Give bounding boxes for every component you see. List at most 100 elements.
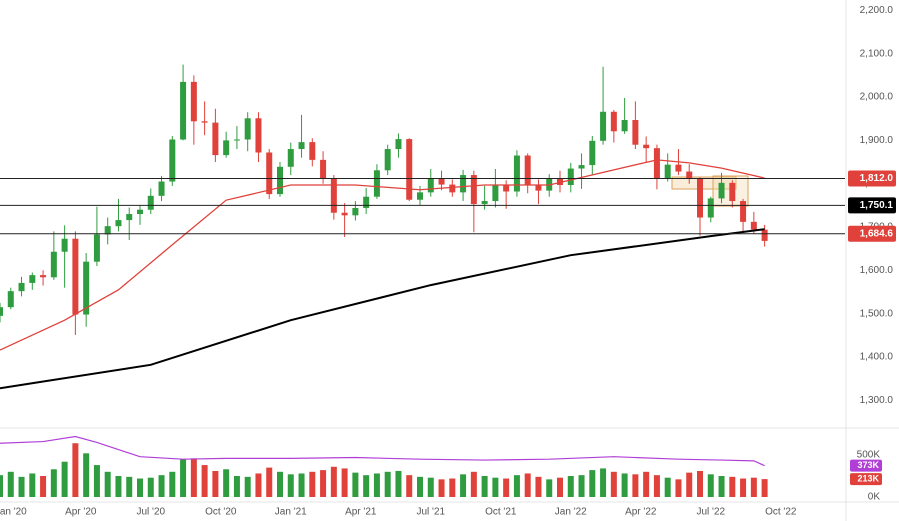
volume-bar bbox=[653, 475, 660, 497]
y-tick-label: 2,100.0 bbox=[860, 48, 894, 59]
volume-bar bbox=[664, 477, 671, 497]
candle-body bbox=[503, 185, 510, 192]
volume-bar bbox=[427, 477, 434, 497]
volume-bar bbox=[589, 470, 596, 497]
level-label: 1,684.6 bbox=[860, 228, 894, 239]
candle-body bbox=[761, 229, 768, 241]
candle-body bbox=[729, 182, 736, 202]
candle-body bbox=[93, 234, 100, 262]
candle-body bbox=[61, 238, 68, 252]
candle-body bbox=[524, 155, 531, 186]
volume-bar bbox=[169, 471, 176, 497]
volume-bar bbox=[266, 467, 273, 497]
volume-bar bbox=[104, 471, 111, 497]
volume-bar bbox=[406, 475, 413, 497]
volume-bar bbox=[93, 465, 100, 497]
volume-bar bbox=[115, 476, 122, 497]
volume-bar bbox=[729, 476, 736, 497]
volume-bar bbox=[61, 461, 68, 497]
volume-bar bbox=[40, 476, 47, 497]
volume-bar bbox=[750, 477, 757, 497]
volume-bar bbox=[341, 468, 348, 497]
moving-average bbox=[0, 228, 765, 390]
volume-bar bbox=[740, 478, 747, 497]
volume-tick-label: 500K bbox=[857, 450, 881, 461]
volume-bar bbox=[7, 471, 14, 497]
candle-body bbox=[492, 185, 499, 202]
x-tick-label: Oct '21 bbox=[485, 507, 517, 518]
candle-body bbox=[481, 201, 488, 205]
candle-body bbox=[287, 149, 294, 167]
candle-body bbox=[513, 155, 520, 192]
candle-body bbox=[460, 175, 467, 193]
candle-body bbox=[126, 214, 133, 221]
candle-body bbox=[535, 185, 542, 191]
candle-body bbox=[718, 182, 725, 199]
x-tick-label: Jul '21 bbox=[416, 507, 445, 518]
volume-bar bbox=[233, 476, 240, 497]
candle-body bbox=[589, 140, 596, 166]
plot-area bbox=[0, 64, 768, 497]
volume-bar bbox=[147, 477, 154, 497]
candle-body bbox=[309, 142, 316, 160]
volume-bar bbox=[126, 476, 133, 497]
candle-body bbox=[707, 198, 714, 218]
volume-bar bbox=[761, 479, 768, 497]
volume-bar bbox=[492, 477, 499, 497]
candle-body bbox=[83, 261, 90, 315]
candle-body bbox=[449, 184, 456, 193]
volume-bar bbox=[18, 476, 25, 497]
y-tick-label: 2,200.0 bbox=[860, 5, 894, 16]
volume-bar bbox=[632, 474, 639, 497]
volume-bar bbox=[180, 459, 187, 497]
x-tick-label: Apr '22 bbox=[625, 507, 657, 518]
level-label: 1,812.0 bbox=[860, 173, 894, 184]
volume-bar bbox=[50, 469, 57, 497]
level-tag bbox=[848, 197, 896, 214]
candle-body bbox=[18, 282, 25, 292]
volume-bar bbox=[643, 471, 650, 497]
volume-bar bbox=[718, 476, 725, 497]
candle-body bbox=[137, 209, 143, 215]
level-tag bbox=[848, 170, 896, 187]
volume-bar bbox=[546, 479, 553, 497]
volume-bar bbox=[320, 470, 327, 497]
volume-bar bbox=[330, 466, 337, 497]
candle-body bbox=[233, 139, 240, 141]
candle-body bbox=[352, 207, 359, 216]
volume-bar bbox=[481, 476, 488, 497]
candle-body bbox=[0, 307, 3, 316]
volume-bar bbox=[29, 473, 36, 497]
x-tick-label: Oct '20 bbox=[205, 507, 237, 518]
candle-body bbox=[341, 212, 348, 216]
x-tick-label: Jul '22 bbox=[696, 507, 725, 518]
level-tag bbox=[848, 225, 896, 242]
moving-average bbox=[0, 159, 765, 351]
volume-bar bbox=[707, 474, 714, 497]
volume-bar bbox=[384, 471, 391, 497]
volume-bar bbox=[287, 474, 294, 497]
candle-body bbox=[384, 149, 391, 171]
volume-bar bbox=[524, 473, 531, 497]
y-tick-label: 2,000.0 bbox=[860, 92, 894, 103]
candle-body bbox=[686, 171, 693, 179]
candle-body bbox=[255, 118, 262, 153]
volume-bar bbox=[578, 475, 585, 497]
volume-bar bbox=[201, 465, 208, 497]
volume-bar bbox=[460, 474, 467, 497]
candle-body bbox=[40, 275, 47, 278]
candle-body bbox=[664, 164, 671, 179]
volume-bar bbox=[600, 468, 607, 497]
y-tick-label: 1,600.0 bbox=[860, 265, 894, 276]
y-tick-label: 1,500.0 bbox=[860, 308, 894, 319]
volume-bar bbox=[223, 469, 230, 497]
volume-bar bbox=[535, 476, 542, 497]
volume-tag-label: 373K bbox=[857, 460, 879, 470]
candle-body bbox=[180, 81, 187, 140]
volume-bar bbox=[277, 471, 283, 497]
candle-body bbox=[320, 159, 327, 179]
volume-tag bbox=[850, 459, 882, 472]
volume-bar bbox=[503, 478, 510, 497]
